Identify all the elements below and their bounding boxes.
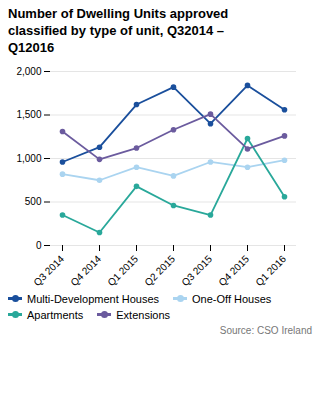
svg-text:2,000: 2,000 (16, 65, 41, 76)
svg-text:Q1 2015: Q1 2015 (105, 253, 140, 288)
svg-text:1,500: 1,500 (16, 109, 41, 120)
svg-text:500: 500 (25, 196, 42, 207)
svg-text:Q1 2016: Q1 2016 (253, 253, 288, 288)
svg-text:Q4 2014: Q4 2014 (68, 253, 103, 288)
html-text:Source: CSO Ireland: Source: CSO Ireland (219, 324, 312, 336)
html-text:Number of Dwelling Units appro: Number of Dwelling Units approved classi… (8, 6, 229, 55)
html-text:Extensions: Extensions (116, 308, 171, 321)
svg-text:Q2 2015: Q2 2015 (142, 253, 177, 288)
html-text:Multi-Development Houses: Multi-Development Houses (27, 292, 160, 305)
svg-text:Q3 2014: Q3 2014 (31, 253, 66, 288)
svg-text:0: 0 (36, 239, 42, 250)
svg-text:1,000: 1,000 (16, 152, 41, 163)
svg-text:Q4 2015: Q4 2015 (216, 253, 251, 288)
html-text:One-Off Houses: One-Off Houses (192, 292, 272, 305)
html-text:Apartments: Apartments (27, 308, 84, 321)
svg-text:Q3 2015: Q3 2015 (179, 253, 214, 288)
